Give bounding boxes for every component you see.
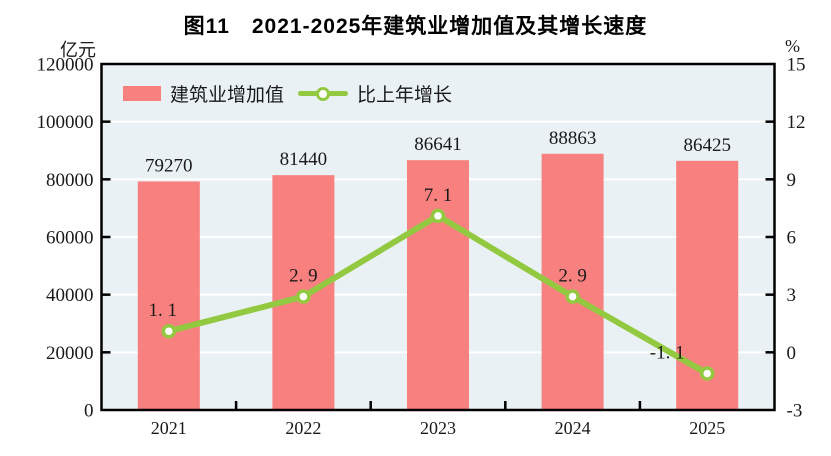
- line-value-label: 7. 1: [424, 185, 453, 206]
- bar-2021: [137, 181, 200, 410]
- left-axis-tick-label: 80000: [46, 170, 94, 191]
- bar-value-label: 79270: [145, 155, 193, 176]
- chart-title: 图11 2021-2025年建筑业增加值及其增长速度: [183, 15, 648, 38]
- legend: 建筑业增加值 比上年增长: [123, 80, 452, 107]
- right-axis-tick-label: 15: [787, 55, 806, 76]
- line-value-label: 2. 9: [289, 266, 318, 287]
- line-value-label: -1. 1: [650, 342, 685, 363]
- left-axis-tick-label: 0: [84, 401, 94, 422]
- x-axis-tick-label: 2023: [420, 418, 456, 438]
- line-value-label: 2. 9: [558, 266, 587, 287]
- x-axis-tick-label: 2025: [689, 418, 725, 438]
- legend-item-bar-series: 建筑业增加值: [123, 80, 284, 107]
- left-axis-tick-label: 100000: [37, 112, 94, 133]
- line-series-swatch: [298, 86, 349, 101]
- x-axis-tick-label: 2022: [285, 418, 321, 438]
- left-axis-tick-label: 120000: [37, 55, 94, 76]
- x-axis-tick-label: 2021: [151, 418, 187, 438]
- data-point-marker-2025: [699, 366, 715, 381]
- right-axis-unit-label: %: [785, 36, 800, 56]
- legend-label-bar-series: 建筑业增加值: [170, 85, 285, 106]
- legend-label-line-series: 比上年增长: [357, 85, 453, 106]
- data-point-marker-2021: [161, 323, 177, 339]
- bar-value-label: 81440: [280, 149, 328, 170]
- data-point-marker-2023: [430, 208, 446, 224]
- right-axis-tick-label: -3: [787, 401, 803, 422]
- right-axis-tick-label: 3: [787, 285, 797, 306]
- left-axis-tick-label: 60000: [46, 228, 94, 249]
- bar-value-label: 86641: [414, 134, 462, 155]
- right-axis-tick-label: 0: [787, 343, 797, 364]
- data-point-marker-2024: [565, 289, 580, 304]
- bar-value-label: 86425: [683, 135, 731, 156]
- left-axis-tick-label: 40000: [46, 285, 94, 306]
- bar-2023: [407, 160, 469, 410]
- legend-item-line-series: 比上年增长: [298, 80, 452, 107]
- left-axis-unit-label: 亿元: [60, 40, 96, 60]
- x-axis-tick-label: 2024: [555, 418, 591, 438]
- bar-value-label: 88863: [549, 128, 597, 149]
- bar-series-swatch: [123, 86, 161, 101]
- left-axis-tick-label: 20000: [46, 343, 94, 364]
- data-point-marker-2022: [296, 289, 311, 304]
- right-axis-tick-label: 9: [787, 170, 797, 191]
- right-axis-tick-label: 12: [787, 112, 806, 133]
- line-value-label: 1. 1: [149, 300, 178, 321]
- right-axis-tick-label: 6: [787, 228, 797, 249]
- line-series-swatch-marker: [316, 87, 331, 101]
